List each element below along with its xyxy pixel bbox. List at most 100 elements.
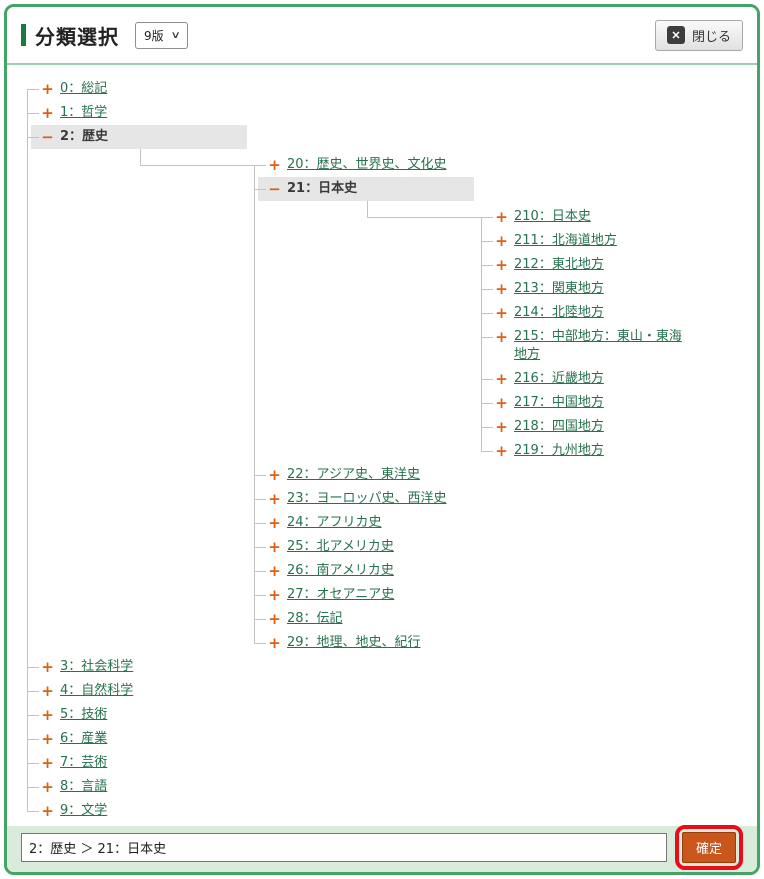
expand-toggle-icon[interactable]: + [268,610,281,628]
tree-node-link[interactable]: 26：南アメリカ史 [287,563,394,578]
expand-toggle-icon[interactable]: + [41,104,54,122]
tree-node: +20：歴史、世界史、文化史 [254,153,747,177]
tree-node-selected-label: 2：歴史 [60,129,109,144]
tree-node: +0：総記 [27,77,747,101]
tree-node: +217：中国地方 [481,391,747,415]
tree-node: +216：近畿地方 [481,367,747,391]
tree-node-selected-label: 21：日本史 [287,181,358,196]
expand-toggle-icon[interactable]: + [41,778,54,796]
expand-toggle-icon[interactable]: + [268,634,281,652]
collapse-toggle-icon[interactable]: − [268,180,281,198]
tree-node: +218：四国地方 [481,415,747,439]
expand-toggle-icon[interactable]: + [41,80,54,98]
expand-toggle-icon[interactable]: + [268,562,281,580]
tree-node: +27：オセアニア史 [254,583,747,607]
expand-toggle-icon[interactable]: + [268,514,281,532]
tree-node-link[interactable]: 24：アフリカ史 [287,515,382,530]
expand-toggle-icon[interactable]: + [41,658,54,676]
tree-root-branch: +0：総記 +1：哲学 −2：歴史 +20：歴史、世界史、文化史 −21：日本史 [27,77,747,823]
tree-node-link[interactable]: 217：中国地方 [514,395,604,410]
tree-node-link[interactable]: 28：伝記 [287,611,343,626]
tree-node-link[interactable]: 7：芸術 [60,755,108,770]
tree-node-link[interactable]: 212：東北地方 [514,257,604,272]
tree-node-link[interactable]: 23：ヨーロッパ史、西洋史 [287,491,447,506]
tree-node: +28：伝記 [254,607,747,631]
tree-node-link[interactable]: 9：文学 [60,803,108,818]
tree-branch-level2: +20：歴史、世界史、文化史 −21：日本史 +210：日本史 +211：北海道… [254,153,747,655]
tree-node: +1：哲学 [27,101,747,125]
expand-toggle-icon[interactable]: + [268,538,281,556]
expand-toggle-icon[interactable]: + [268,156,281,174]
expand-toggle-icon[interactable]: + [41,802,54,820]
expand-toggle-icon[interactable]: + [495,232,508,250]
tree-node-link[interactable]: 29：地理、地史、紀行 [287,635,421,650]
tree-node-link[interactable]: 215：中部地方：東山・東海地方 [514,329,682,362]
tree-node: +214：北陸地方 [481,301,747,325]
expand-toggle-icon[interactable]: + [41,682,54,700]
tree-node: +7：芸術 [27,751,747,775]
tree-node-link[interactable]: 20：歴史、世界史、文化史 [287,157,447,172]
expand-toggle-icon[interactable]: + [495,394,508,412]
tree-node-link[interactable]: 214：北陸地方 [514,305,604,320]
expand-toggle-icon[interactable]: + [495,370,508,388]
tree-node: +219：九州地方 [481,439,747,463]
tree-node-link[interactable]: 1：哲学 [60,105,108,120]
tree-node-link[interactable]: 0：総記 [60,81,108,96]
close-button[interactable]: ✕ 閉じる [654,19,743,51]
tree-node: +6：産業 [27,727,747,751]
tree-node: +5：技術 [27,703,747,727]
tree-node-link[interactable]: 6：産業 [60,731,108,746]
tree-node: +29：地理、地史、紀行 [254,631,747,655]
expand-toggle-icon[interactable]: + [41,730,54,748]
expand-toggle-icon[interactable]: + [495,442,508,460]
expand-toggle-icon[interactable]: + [495,328,508,346]
tree-node: +212：東北地方 [481,253,747,277]
chevron-down-icon: ∨ [170,29,181,41]
close-icon: ✕ [666,26,685,44]
expand-toggle-icon[interactable]: + [495,304,508,322]
confirm-button[interactable]: 確定 [681,831,736,863]
tree-node-link[interactable]: 213：関東地方 [514,281,604,296]
tree-node-link[interactable]: 27：オセアニア史 [287,587,395,602]
classification-tree: +0：総記 +1：哲学 −2：歴史 +20：歴史、世界史、文化史 −21：日本史 [7,65,757,826]
tree-node-link[interactable]: 22：アジア史、東洋史 [287,467,421,482]
expand-toggle-icon[interactable]: + [268,466,281,484]
expand-toggle-icon[interactable]: + [41,706,54,724]
tree-node-link[interactable]: 210：日本史 [514,209,591,224]
classification-dialog: 分類選択 9版 ∨ ✕ 閉じる +0：総記 +1：哲学 −2：歴史 + [4,4,760,875]
selected-path-input[interactable] [21,832,667,862]
tree-node-link[interactable]: 218：四国地方 [514,419,604,434]
tree-node-link[interactable]: 4：自然科学 [60,683,134,698]
expand-toggle-icon[interactable]: + [268,490,281,508]
tree-node-link[interactable]: 5：技術 [60,707,108,722]
page-title: 分類選択 [35,24,119,49]
expand-toggle-icon[interactable]: + [495,418,508,436]
tree-node: +22：アジア史、東洋史 [254,463,747,487]
tree-node-expanded: −2：歴史 +20：歴史、世界史、文化史 −21：日本史 +210：日本史 +2… [27,125,747,655]
tree-node: +215：中部地方：東山・東海地方 [481,325,747,367]
tree-node-link[interactable]: 219：九州地方 [514,443,604,458]
tree-node: +210：日本史 [481,205,747,229]
tree-children: +20：歴史、世界史、文化史 −21：日本史 +210：日本史 +211：北海道… [140,149,747,655]
tree-node-link[interactable]: 3：社会科学 [60,659,134,674]
tree-node-link[interactable]: 211：北海道地方 [514,233,617,248]
edition-select[interactable]: 9版 ∨ [135,21,188,49]
tree-node: +24：アフリカ史 [254,511,747,535]
tree-node-link[interactable]: 8：言語 [60,779,108,794]
tree-node-link[interactable]: 216：近畿地方 [514,371,604,386]
expand-toggle-icon[interactable]: + [268,586,281,604]
selection-footer: 確定 [7,824,757,872]
expand-toggle-icon[interactable]: + [495,208,508,226]
tree-node: +4：自然科学 [27,679,747,703]
expand-toggle-icon[interactable]: + [495,256,508,274]
title-accent-bar [21,24,26,46]
tree-node-link[interactable]: 25：北アメリカ史 [287,539,394,554]
tree-node: +211：北海道地方 [481,229,747,253]
expand-toggle-icon[interactable]: + [41,754,54,772]
collapse-toggle-icon[interactable]: − [41,128,54,146]
expand-toggle-icon[interactable]: + [495,280,508,298]
dialog-header: 分類選択 9版 ∨ ✕ 閉じる [7,7,757,65]
edition-select-value: 9版 [144,28,164,43]
tree-node: +9：文学 [27,799,747,823]
tree-node: +8：言語 [27,775,747,799]
